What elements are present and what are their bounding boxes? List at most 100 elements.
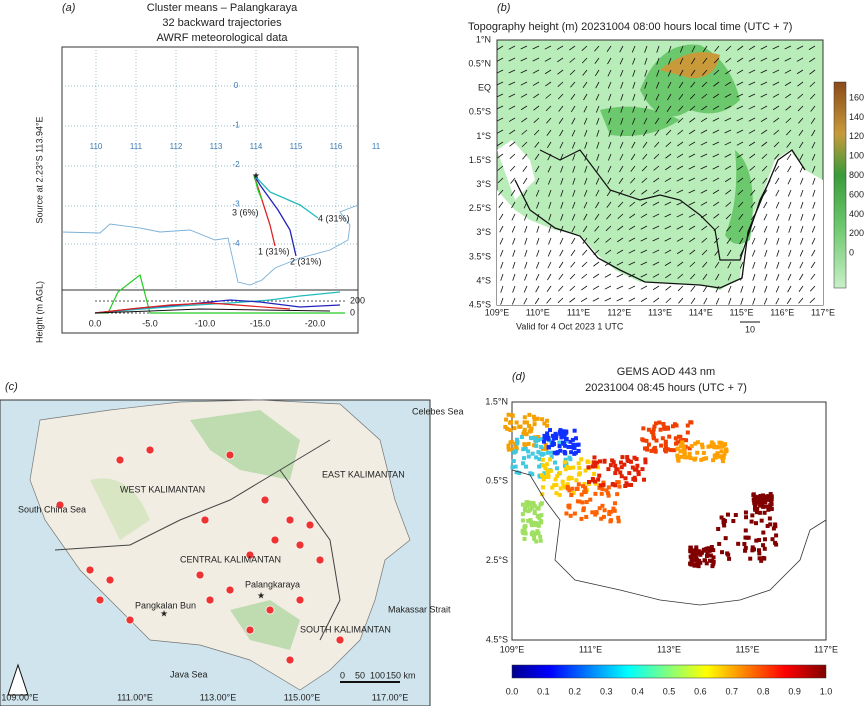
wind-vector bbox=[582, 225, 588, 233]
wind-vector bbox=[712, 129, 720, 134]
wind-vector bbox=[547, 165, 552, 173]
aod-pixel bbox=[597, 473, 602, 478]
wind-vector bbox=[606, 213, 612, 220]
aod-pixel bbox=[616, 480, 621, 485]
wind-vector bbox=[772, 45, 780, 50]
wind-vector bbox=[760, 81, 768, 86]
aod-pixel bbox=[584, 500, 589, 505]
aod-pixel bbox=[519, 435, 524, 440]
aod-pixel bbox=[541, 485, 546, 490]
aod-pixel bbox=[553, 477, 558, 482]
lat-label: 0.5°N bbox=[468, 58, 491, 68]
wind-vector bbox=[800, 225, 804, 233]
aod-pixel bbox=[510, 447, 515, 452]
aod-pixel bbox=[649, 448, 654, 453]
wind-vector bbox=[724, 105, 732, 110]
aod-pixel bbox=[612, 501, 617, 506]
wind-vector bbox=[617, 225, 624, 231]
wind-vector bbox=[667, 93, 672, 101]
wind-vector bbox=[688, 237, 696, 243]
wind-vector bbox=[676, 153, 684, 159]
wind-vector bbox=[772, 105, 780, 111]
aod-pixel bbox=[714, 445, 719, 450]
aod-pixel bbox=[532, 534, 537, 539]
aod-pixel bbox=[558, 428, 563, 433]
station bbox=[195, 570, 205, 580]
wind-vector bbox=[606, 201, 612, 208]
aod-pixel bbox=[676, 434, 681, 439]
wind-vector bbox=[776, 273, 780, 281]
wind-vector bbox=[569, 285, 576, 291]
aod-pixel bbox=[555, 466, 560, 471]
wind-vector bbox=[619, 165, 624, 173]
aod-pixel bbox=[513, 464, 518, 469]
aod-pixel bbox=[762, 497, 767, 502]
aod-pixel bbox=[538, 502, 543, 507]
aod-pixel bbox=[593, 512, 598, 517]
colorbar-tick: 0.5 bbox=[663, 686, 676, 696]
wind-vector bbox=[508, 105, 516, 110]
height-line bbox=[94, 302, 291, 314]
wind-vector bbox=[596, 141, 600, 149]
wind-vector bbox=[595, 105, 600, 113]
station bbox=[285, 655, 295, 665]
aod-pixel bbox=[612, 508, 617, 513]
lon-label: 110°E bbox=[526, 307, 550, 317]
aod-pixel bbox=[761, 530, 766, 535]
aod-pixel bbox=[517, 470, 522, 475]
aod-pixel bbox=[536, 523, 541, 528]
aod-pixel bbox=[542, 471, 547, 476]
wind-vector bbox=[739, 261, 744, 269]
wind-vector bbox=[496, 45, 504, 51]
wind-vector bbox=[498, 201, 504, 208]
lon-label: 113°E bbox=[648, 307, 672, 317]
aod-pixel bbox=[530, 530, 535, 535]
wind-vector bbox=[676, 225, 684, 230]
aod-pixel bbox=[576, 482, 581, 487]
aod-pixel bbox=[506, 447, 511, 452]
aod-pixel bbox=[625, 482, 630, 487]
wind-vector bbox=[642, 153, 648, 160]
aod-pixel bbox=[701, 547, 706, 552]
wind-vector bbox=[798, 285, 804, 292]
wind-vector bbox=[800, 177, 804, 185]
wind-vector bbox=[557, 297, 564, 304]
wind-vector bbox=[583, 189, 588, 197]
aod-pixel bbox=[574, 478, 579, 483]
wind-vector bbox=[595, 201, 600, 209]
wind-vector bbox=[738, 213, 744, 220]
wind-vector bbox=[689, 105, 696, 111]
aod-pixel bbox=[520, 512, 525, 517]
aod-pixel bbox=[601, 482, 606, 487]
aod-pixel bbox=[550, 440, 555, 445]
aod-pixel bbox=[646, 442, 651, 447]
wind-vector bbox=[724, 117, 732, 122]
aod-pixel bbox=[704, 456, 709, 461]
wind-vector bbox=[569, 297, 576, 303]
aod-pixel bbox=[607, 512, 612, 517]
aod-pixel bbox=[692, 548, 697, 553]
aod-pixel bbox=[711, 562, 716, 567]
wind-vector bbox=[760, 45, 768, 50]
aod-pixel bbox=[527, 500, 532, 505]
wind-vector bbox=[785, 105, 792, 111]
wind-vector bbox=[750, 189, 756, 196]
wind-vector bbox=[534, 297, 540, 305]
wind-vector bbox=[725, 189, 732, 195]
aod-pixel bbox=[552, 483, 557, 488]
station bbox=[225, 585, 235, 595]
wind-vector bbox=[762, 189, 768, 197]
wind-vector bbox=[607, 81, 612, 89]
wind-vector bbox=[752, 297, 756, 305]
wind-vector bbox=[581, 285, 588, 291]
wind-vector bbox=[569, 45, 576, 51]
wind-vector bbox=[724, 177, 732, 183]
lat-label: 4.5°S bbox=[469, 299, 491, 309]
wind-vector bbox=[712, 141, 720, 146]
wind-vector bbox=[701, 81, 708, 88]
wind-vector bbox=[676, 213, 684, 218]
wind-vector bbox=[620, 129, 624, 137]
wind-vector bbox=[726, 237, 732, 244]
wind-vector bbox=[797, 93, 804, 99]
aod-pixel bbox=[523, 524, 528, 529]
